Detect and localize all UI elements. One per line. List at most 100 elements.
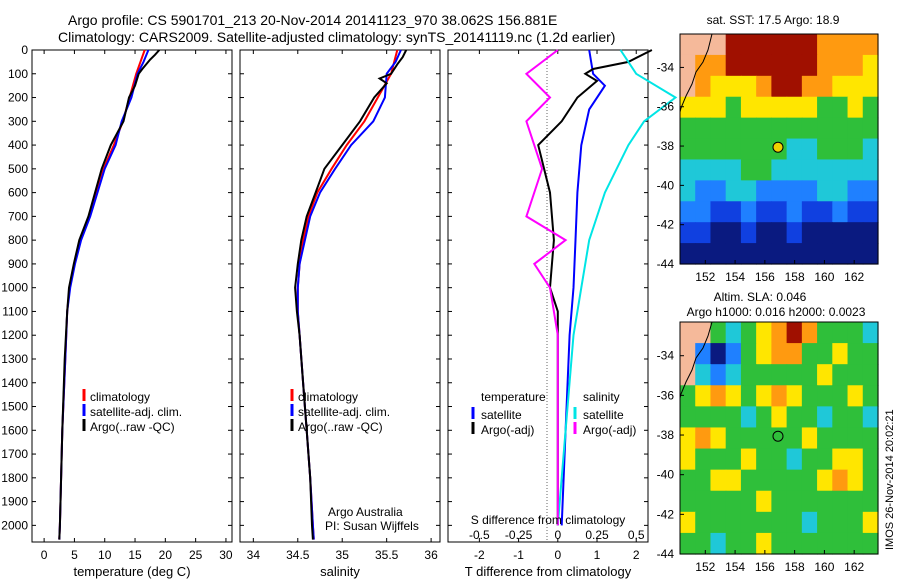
y-tick-label: 1900	[1, 495, 28, 509]
map-cell	[710, 222, 727, 244]
map-cell	[756, 54, 772, 77]
map-cell	[695, 201, 712, 223]
map-cell	[680, 138, 696, 161]
map-cell	[680, 490, 696, 513]
s-tick-label: 0	[554, 528, 561, 542]
map-cell	[740, 406, 757, 429]
map-cell	[756, 511, 772, 534]
map-cell	[862, 322, 879, 344]
sst-map-x-ticks: 152 154 156 158 160 162	[695, 260, 865, 284]
map-cell	[771, 511, 788, 534]
map-cell	[862, 364, 879, 386]
map-cell	[832, 343, 849, 365]
map-cell	[862, 427, 879, 450]
map-cell	[695, 490, 712, 513]
map-cell	[771, 243, 788, 265]
map-cell	[695, 96, 712, 119]
map-cell	[756, 385, 772, 407]
map-cell	[801, 364, 818, 386]
sst-map-frame	[679, 33, 879, 265]
map-cell	[680, 427, 696, 450]
map-cell	[695, 222, 712, 244]
map-cell	[680, 201, 696, 223]
y-tick-label: 1300	[1, 352, 28, 366]
x-tick-label: 30	[219, 548, 233, 562]
x-tick-label: 10	[98, 548, 112, 562]
map-cell	[725, 469, 742, 492]
map-cell	[695, 406, 712, 429]
map-cell	[817, 201, 833, 223]
map-cell	[771, 75, 788, 98]
map-cell	[771, 322, 788, 344]
map-cell	[725, 201, 742, 223]
map-cell	[710, 406, 727, 429]
x-tick-label: 20	[159, 548, 173, 562]
map-cell	[832, 180, 849, 202]
map-cell	[680, 343, 696, 365]
map-cell	[801, 385, 818, 407]
map-cell	[847, 180, 864, 202]
map-cell	[756, 469, 772, 492]
map-cell	[695, 427, 712, 450]
map-cell	[756, 96, 772, 119]
map-cell	[786, 117, 803, 140]
map-cell	[801, 54, 818, 77]
map-cell	[832, 322, 849, 344]
map-cell	[771, 96, 788, 119]
map-cell	[740, 54, 757, 77]
map-cell	[817, 34, 833, 56]
map-cell	[817, 222, 833, 244]
map-cell	[680, 75, 696, 98]
y-tick-label: 300	[8, 114, 28, 128]
x-tick-label: -2	[474, 548, 485, 562]
map-cell	[756, 201, 772, 223]
x-tick-label: 15	[128, 548, 142, 562]
map-cell	[786, 243, 803, 265]
map-cell	[740, 385, 757, 407]
x-tick-label: 160	[814, 560, 834, 574]
y-tick-label: 1800	[1, 471, 28, 485]
map-cell	[771, 490, 788, 513]
s-tick-label: -0.25	[505, 528, 533, 542]
map-cell	[740, 180, 757, 202]
map-cell	[710, 322, 727, 344]
map-cell	[786, 54, 803, 77]
difference-s-label: S difference from climatology	[471, 513, 626, 527]
map-cell	[680, 532, 696, 555]
map-cell	[756, 532, 772, 555]
map-cell	[710, 96, 727, 119]
map-cell	[847, 490, 864, 513]
map-cell	[847, 448, 864, 471]
map-cell	[847, 96, 864, 119]
sst-map-y-ticks: -34 -36 -38 -40 -42 -44	[657, 60, 684, 271]
map-cell	[786, 322, 803, 344]
map-cell	[847, 427, 864, 450]
map-cell	[695, 117, 712, 140]
x-tick-label: 34	[247, 548, 261, 562]
map-cell	[756, 180, 772, 202]
x-tick-label: 162	[844, 560, 864, 574]
series-line-s-satellite	[556, 49, 678, 526]
map-cell	[695, 243, 712, 265]
y-tick-label: -44	[657, 257, 675, 271]
salinity-lines	[294, 49, 408, 540]
map-cell	[756, 322, 772, 344]
legend-label: Argo(-adj)	[481, 423, 534, 437]
map-cell	[695, 364, 712, 386]
map-cell	[725, 222, 742, 244]
map-cell	[786, 34, 803, 56]
map-cell	[832, 75, 849, 98]
difference-lines	[524, 49, 678, 526]
x-tick-label: 0	[554, 548, 561, 562]
map-cell	[786, 180, 803, 202]
x-tick-label: 154	[725, 270, 745, 284]
map-cell	[695, 469, 712, 492]
map-cell	[786, 222, 803, 244]
x-tick-label: 156	[755, 560, 775, 574]
map-cell	[756, 34, 772, 56]
x-tick-label: 35.5	[375, 548, 399, 562]
map-cell	[801, 96, 818, 119]
map-cell	[710, 201, 727, 223]
y-tick-label: -34	[657, 349, 675, 363]
sst-map-title: sat. SST: 17.5 Argo: 18.9	[707, 13, 840, 27]
